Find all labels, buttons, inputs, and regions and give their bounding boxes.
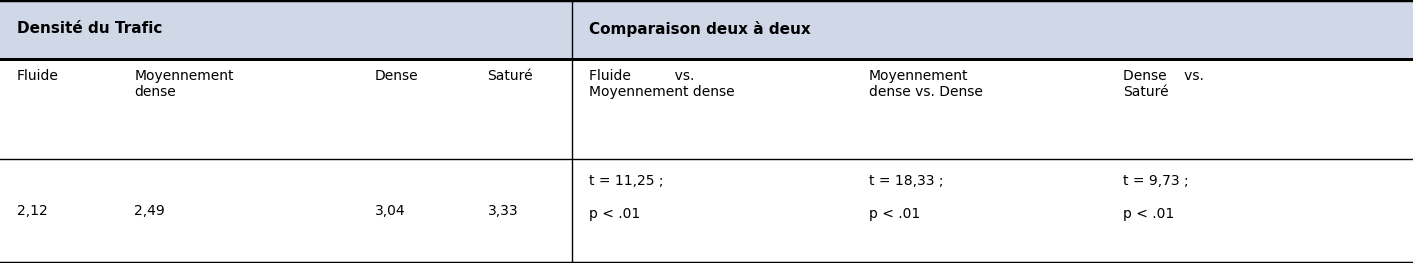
Bar: [0, 0, 572, 58]
Text: Comparaison deux à deux: Comparaison deux à deux: [589, 21, 811, 37]
Text: Moyennement
dense vs. Dense: Moyennement dense vs. Dense: [869, 69, 983, 99]
Text: Moyennement
dense: Moyennement dense: [134, 69, 233, 99]
Text: Fluide          vs.
Moyennement dense: Fluide vs. Moyennement dense: [589, 69, 735, 99]
Text: 2,49: 2,49: [134, 204, 165, 218]
Bar: [572, 0, 1413, 58]
Bar: [0, 58, 1413, 61]
Text: t = 11,25 ;

p < .01: t = 11,25 ; p < .01: [589, 174, 664, 221]
Text: 3,33: 3,33: [487, 204, 519, 218]
Text: 3,04: 3,04: [374, 204, 406, 218]
Text: t = 9,73 ;

p < .01: t = 9,73 ; p < .01: [1123, 174, 1188, 221]
Text: t = 18,33 ;

p < .01: t = 18,33 ; p < .01: [869, 174, 944, 221]
Text: Fluide: Fluide: [17, 69, 59, 83]
Text: Dense: Dense: [374, 69, 418, 83]
Text: Saturé: Saturé: [487, 69, 533, 83]
Text: 2,12: 2,12: [17, 204, 48, 218]
Text: Densité du Trafic: Densité du Trafic: [17, 21, 162, 37]
Text: Dense    vs.
Saturé: Dense vs. Saturé: [1123, 69, 1204, 99]
